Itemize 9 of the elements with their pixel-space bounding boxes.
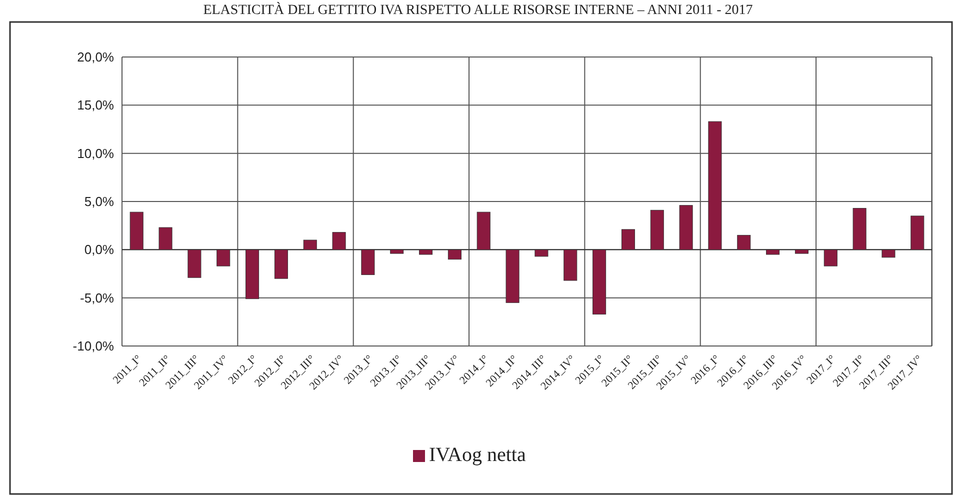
y-tick-label: 20,0%	[77, 50, 114, 65]
y-tick-label: 15,0%	[77, 98, 114, 113]
y-tick-label: 0,0%	[84, 242, 114, 258]
y-tick-label: 10,0%	[77, 146, 114, 161]
legend-label: IVAog netta	[429, 444, 526, 466]
y-tick-label: -10,0%	[72, 338, 114, 354]
chart-title: ELASTICITÀ DEL GETTITO IVA RISPETTO ALLE RISORSE INTERNE – ANNI 2011 - 2017	[203, 1, 753, 18]
y-tick-label: -5,0%	[80, 290, 114, 306]
y-tick-label: 5,0%	[84, 194, 114, 210]
